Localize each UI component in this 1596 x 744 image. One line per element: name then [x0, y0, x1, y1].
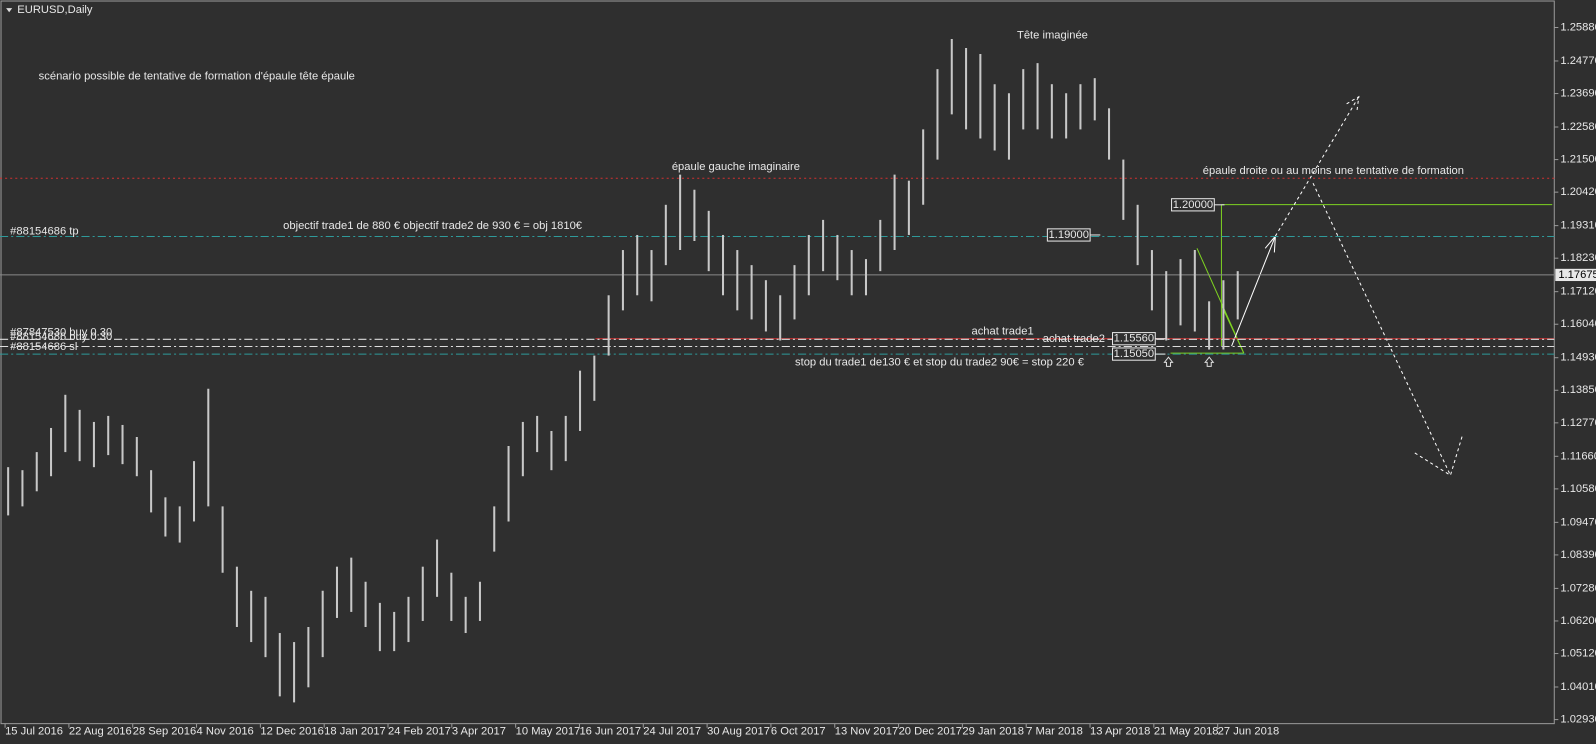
y-tick-label: 1.20420	[1560, 186, 1596, 198]
y-tick-label: 1.04010	[1560, 681, 1596, 693]
y-tick-label: 1.05120	[1560, 647, 1596, 659]
dotted-arrow	[1274, 96, 1360, 237]
x-tick-label: 13 Apr 2018	[1090, 726, 1150, 738]
chart-title: EURUSD,Daily	[17, 4, 93, 16]
menu-triangle	[6, 8, 13, 13]
y-tick-label: 1.06200	[1560, 615, 1596, 627]
price-box-label: 1.15560	[1114, 333, 1154, 345]
y-tick-label: 1.19310	[1560, 220, 1596, 232]
y-tick-label: 1.21500	[1560, 154, 1596, 166]
x-tick-label: 16 Jun 2017	[579, 726, 641, 738]
annotation: épaule gauche imaginaire	[672, 161, 800, 173]
annotation: achat trade1	[971, 326, 1033, 338]
y-tick-label: 1.12770	[1560, 417, 1596, 429]
x-tick-label: 10 May 2017	[516, 726, 581, 738]
up-arrow	[1204, 356, 1215, 367]
annotation: scénario possible de tentative de format…	[39, 70, 355, 82]
arrow-head	[1346, 95, 1360, 113]
current-price-label: 1.17675	[1558, 269, 1596, 281]
y-tick-label: 1.07280	[1560, 582, 1596, 594]
x-tick-label: 24 Feb 2017	[388, 726, 451, 738]
annotation: achat trade2	[1043, 333, 1105, 345]
x-tick-label: 3 Apr 2017	[452, 726, 506, 738]
arrow-line	[1231, 235, 1276, 347]
x-tick-label: 12 Dec 2016	[260, 726, 323, 738]
y-tick-label: 1.10580	[1560, 483, 1596, 495]
y-tick-label: 1.14930	[1560, 352, 1596, 364]
dotted-arrow	[1414, 434, 1464, 477]
x-tick-label: 6 Oct 2017	[771, 726, 826, 738]
y-tick-label: 1.23690	[1560, 87, 1596, 99]
dotted-arrow	[1312, 182, 1451, 476]
plot-frame	[0, 0, 1555, 725]
x-tick-label: 21 May 2018	[1154, 726, 1219, 738]
x-tick-label: 20 Dec 2017	[899, 726, 962, 738]
y-tick-label: 1.24770	[1560, 55, 1596, 67]
x-tick-label: 30 Aug 2017	[707, 726, 770, 738]
price-box-label: 1.20000	[1173, 199, 1213, 211]
annotation: Tête imaginée	[1017, 30, 1088, 42]
order-label: #88154686 sl	[10, 341, 77, 353]
x-tick-label: 29 Jan 2018	[962, 726, 1024, 738]
x-tick-label: 18 Jan 2017	[324, 726, 386, 738]
y-tick-label: 1.09470	[1560, 516, 1596, 528]
annotation: épaule droite ou au moins une tentative …	[1203, 165, 1464, 177]
x-tick-label: 27 Jun 2018	[1218, 726, 1280, 738]
y-tick-label: 1.16040	[1560, 318, 1596, 330]
y-tick-label: 1.25880	[1560, 21, 1596, 33]
drawings	[1163, 95, 1553, 477]
x-tick-label: 13 Nov 2017	[835, 726, 898, 738]
current-price-box	[1555, 268, 1596, 282]
green-line	[1220, 305, 1245, 354]
x-tick-label: 4 Nov 2016	[197, 726, 254, 738]
x-tick-label: 15 Jul 2016	[5, 726, 63, 738]
y-tick-label: 1.18230	[1560, 252, 1596, 264]
y-tick-label: 1.13850	[1560, 384, 1596, 396]
y-tick-label: 1.08390	[1560, 549, 1596, 561]
x-tick-label: 22 Aug 2016	[69, 726, 132, 738]
order-label: #88154686 buy 0.30	[10, 331, 112, 343]
y-tick-label: 1.17120	[1560, 286, 1596, 298]
annotation: stop du trade1 de130 € et stop du trade2…	[795, 356, 1085, 368]
order-label: #88154686 tp	[10, 225, 78, 237]
y-tick-label: 1.11660	[1560, 450, 1596, 462]
up-arrow	[1163, 356, 1174, 367]
x-tick-label: 7 Mar 2018	[1026, 726, 1083, 738]
x-tick-label: 28 Sep 2016	[133, 726, 196, 738]
price-box-label: 1.15050	[1114, 348, 1154, 360]
y-tick-label: 1.22580	[1560, 121, 1596, 133]
x-tick-label: 24 Jul 2017	[643, 726, 701, 738]
annotation: objectif trade1 de 880 € objectif trade2…	[283, 220, 583, 232]
y-tick-label: 1.02930	[1560, 714, 1596, 726]
order-label: #87847530 buy 0.30	[10, 327, 112, 339]
price-box-label: 1.19000	[1049, 229, 1089, 241]
